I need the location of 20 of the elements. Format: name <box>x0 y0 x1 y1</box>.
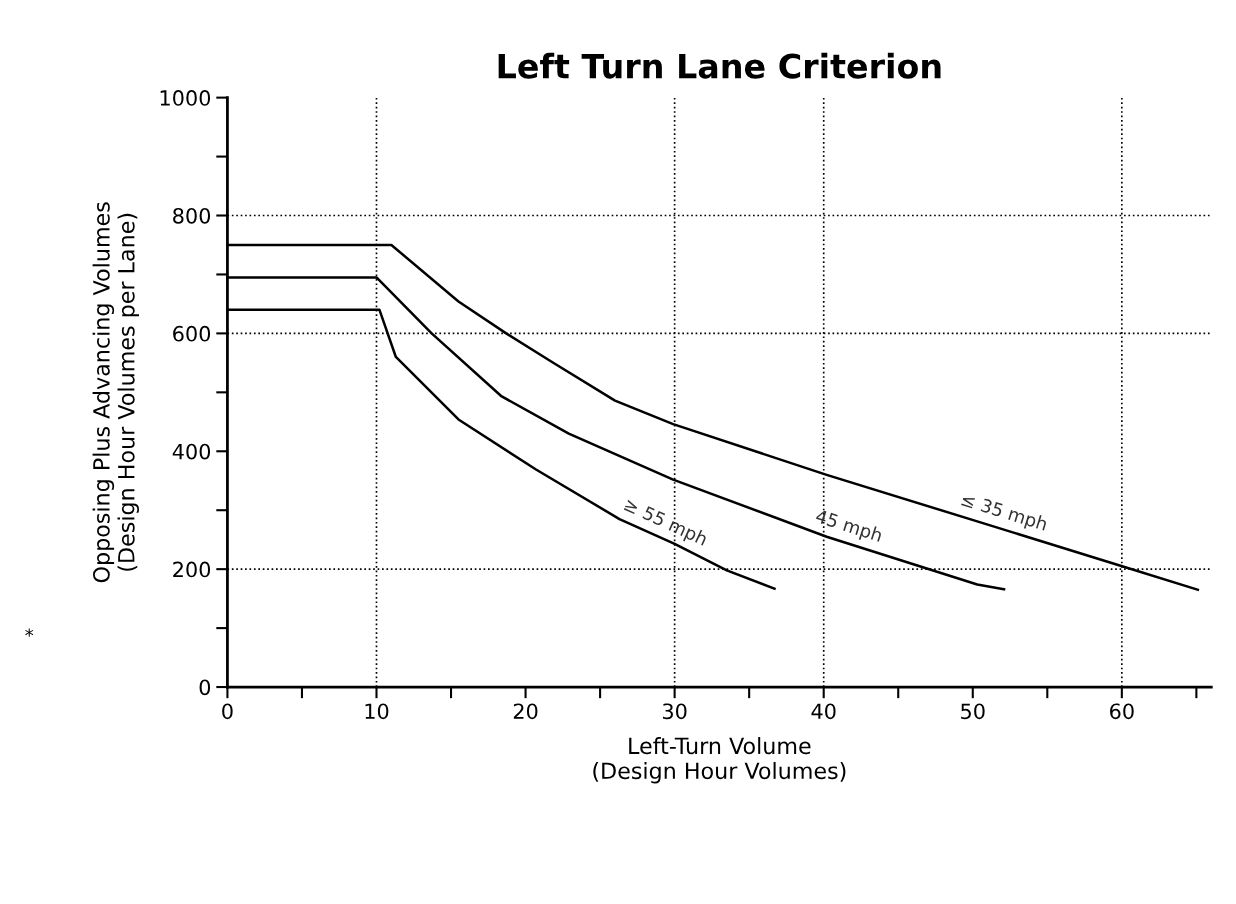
x-tick-label: 60 <box>1110 703 1134 720</box>
text: ≤ 35 mph <box>960 491 1048 535</box>
y-tick-label: 800 <box>173 207 211 224</box>
x-axis-title: Left-Turn Volume (Design Hour Volumes) <box>593 737 846 784</box>
chart-title: Left Turn Lane Criterion <box>498 52 941 79</box>
y-tick-label: 600 <box>173 325 211 342</box>
text: * <box>25 628 34 637</box>
y-tick-label: 400 <box>172 443 211 460</box>
y-tick-label: 0 <box>199 679 211 696</box>
x-tick-label: 50 <box>961 703 985 720</box>
y-tick-label: 200 <box>173 561 211 578</box>
x-tick-label: 10 <box>365 703 389 720</box>
text: 45 mph <box>813 508 883 546</box>
x-tick-label: 20 <box>513 703 538 720</box>
y-axis-title: Opposing Plus Advancing Volumes (Design Hour Volumes per Lane) <box>92 202 139 583</box>
x-tick-label: 0 <box>222 703 233 720</box>
y-tick-label: 1000 <box>160 90 211 106</box>
x-tick-label: 30 <box>662 703 687 720</box>
text: ≥ 55 mph <box>622 496 709 549</box>
x-tick-label: 40 <box>811 703 836 720</box>
